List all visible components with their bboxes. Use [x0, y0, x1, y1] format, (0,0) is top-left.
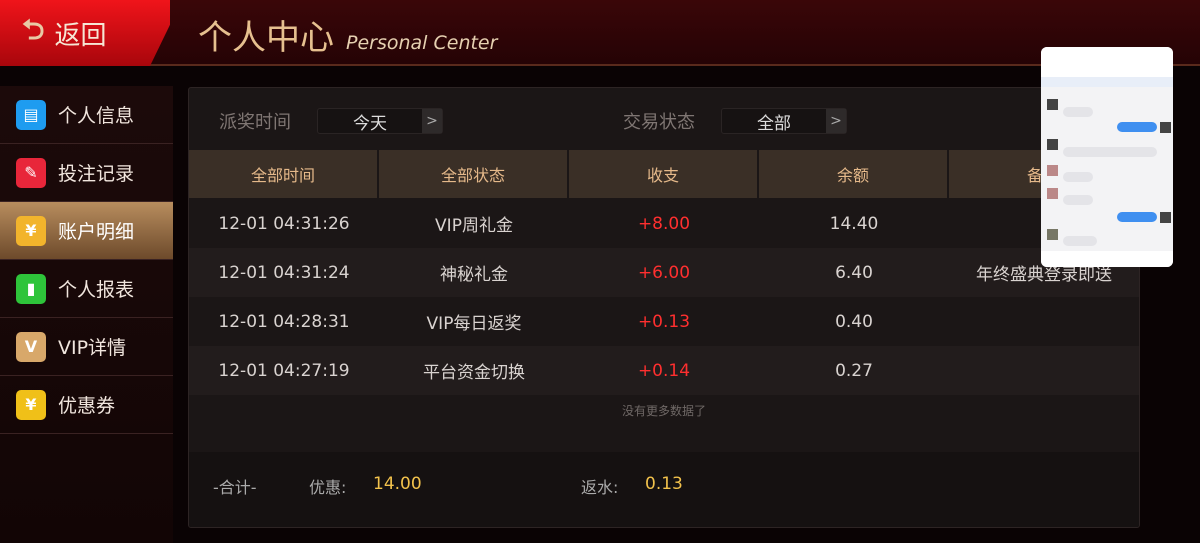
cell-status: VIP每日返奖: [426, 314, 522, 334]
cell-status: VIP周礼金: [435, 216, 513, 236]
cell-note: [949, 297, 1139, 346]
rebate-value: 0.13: [645, 474, 683, 494]
status-filter-label: 交易状态: [623, 112, 695, 133]
sidebar-item-label: VIP详情: [58, 337, 127, 359]
sidebar-item-5[interactable]: ¥ 优惠券: [0, 376, 173, 434]
sidebar-item-1[interactable]: ✎ 投注记录: [0, 144, 173, 202]
cell-balance: 14.40: [829, 213, 879, 234]
cell-amount: +0.13: [637, 311, 691, 332]
chat-notice: [1041, 77, 1173, 87]
bar-chart-icon: ▮: [16, 273, 46, 304]
id-card-icon: ▤: [16, 99, 46, 130]
sidebar-item-label: 账户明细: [58, 221, 135, 243]
cell-amount: +0.14: [637, 360, 691, 381]
time-filter-label: 派奖时间: [219, 112, 291, 133]
table-row: 12-01 04:31:26 VIP周礼金 +8.00 14.40: [189, 199, 1139, 248]
chat-header: [1041, 47, 1173, 77]
page-title: 个人中心 Personal Center: [198, 10, 497, 59]
cell-balance: 0.27: [835, 360, 873, 381]
sidebar-item-label: 投注记录: [58, 163, 135, 185]
chevron-right-icon: >: [422, 109, 442, 133]
column-status[interactable]: 全部状态: [379, 150, 567, 198]
cell-amount: +8.00: [637, 213, 691, 234]
cell-balance: 0.40: [835, 311, 873, 332]
time-select-value: 今天: [353, 113, 387, 134]
sidebar-item-2[interactable]: ¥ 账户明细: [0, 202, 173, 260]
crown-icon: V: [16, 331, 46, 362]
cell-time: 12-01 04:31:26: [218, 213, 350, 234]
yuan-wallet-icon: ¥: [16, 215, 46, 246]
table-row: 12-01 04:27:19 平台资金切换 +0.14 0.27: [189, 346, 1139, 395]
table-header: 全部时间 全部状态 收支 余额 备注: [189, 150, 1137, 198]
status-select[interactable]: 全部 >: [721, 108, 847, 134]
cell-time: 12-01 04:31:24: [218, 262, 350, 283]
sidebar-item-label: 优惠券: [58, 395, 116, 417]
discount-value: 14.00: [373, 474, 422, 494]
back-arrow-icon: ⮌: [22, 13, 45, 46]
chat-input[interactable]: [1041, 251, 1173, 267]
total-label: -合计-: [213, 478, 257, 497]
cell-time: 12-01 04:27:19: [218, 360, 350, 381]
title-cn: 个人中心: [198, 18, 334, 58]
back-label: 返回: [54, 20, 107, 51]
summary-bar: -合计- 优惠: 14.00 返水: 0.13: [189, 452, 1139, 527]
sidebar-item-0[interactable]: ▤ 个人信息: [0, 86, 173, 144]
cell-amount: +6.00: [637, 262, 691, 283]
title-en: Personal Center: [346, 32, 498, 54]
rebate-label: 返水:: [581, 478, 619, 497]
column-balance: 余额: [759, 150, 947, 198]
status-select-value: 全部: [757, 113, 791, 134]
sidebar-item-3[interactable]: ▮ 个人报表: [0, 260, 173, 318]
cell-status: 平台资金切换: [423, 363, 525, 383]
cell-note: 年终盛典登录即送: [976, 265, 1112, 285]
discount-label: 优惠:: [309, 478, 347, 497]
sidebar: ▤ 个人信息 ✎ 投注记录 ¥ 账户明细 ▮ 个人报表 V VIP详情 ¥ 优惠券: [0, 86, 173, 543]
column-time[interactable]: 全部时间: [189, 150, 377, 198]
sidebar-item-label: 个人报表: [58, 279, 135, 301]
chat-overlay-window[interactable]: [1041, 47, 1173, 267]
chevron-right-icon: >: [826, 109, 846, 133]
coupon-icon: ¥: [16, 389, 46, 420]
account-details-panel: 派奖时间 今天 > 交易状态 全部 > 全部时间 全部状态 收支 余额 备注 12-…: [188, 87, 1140, 528]
status-filter: 交易状态 全部 >: [623, 108, 847, 134]
cell-status: 神秘礼金: [440, 265, 508, 285]
cell-balance: 6.40: [835, 262, 873, 283]
top-bar: ⮌ 返回 个人中心 Personal Center: [0, 0, 1200, 66]
cell-note: [949, 346, 1139, 395]
document-edit-icon: ✎: [16, 157, 46, 188]
time-select[interactable]: 今天 >: [317, 108, 443, 134]
cell-time: 12-01 04:28:31: [218, 311, 350, 332]
sidebar-item-4[interactable]: V VIP详情: [0, 318, 173, 376]
column-amount: 收支: [569, 150, 757, 198]
back-button[interactable]: ⮌ 返回: [0, 0, 170, 66]
no-more-data: 没有更多数据了: [621, 404, 706, 418]
sidebar-item-label: 个人信息: [58, 105, 135, 127]
time-filter: 派奖时间 今天 >: [219, 108, 443, 134]
table-row: 12-01 04:31:24 神秘礼金 +6.00 6.40 年终盛典登录即送: [189, 248, 1139, 297]
table-row: 12-01 04:28:31 VIP每日返奖 +0.13 0.40: [189, 297, 1139, 346]
